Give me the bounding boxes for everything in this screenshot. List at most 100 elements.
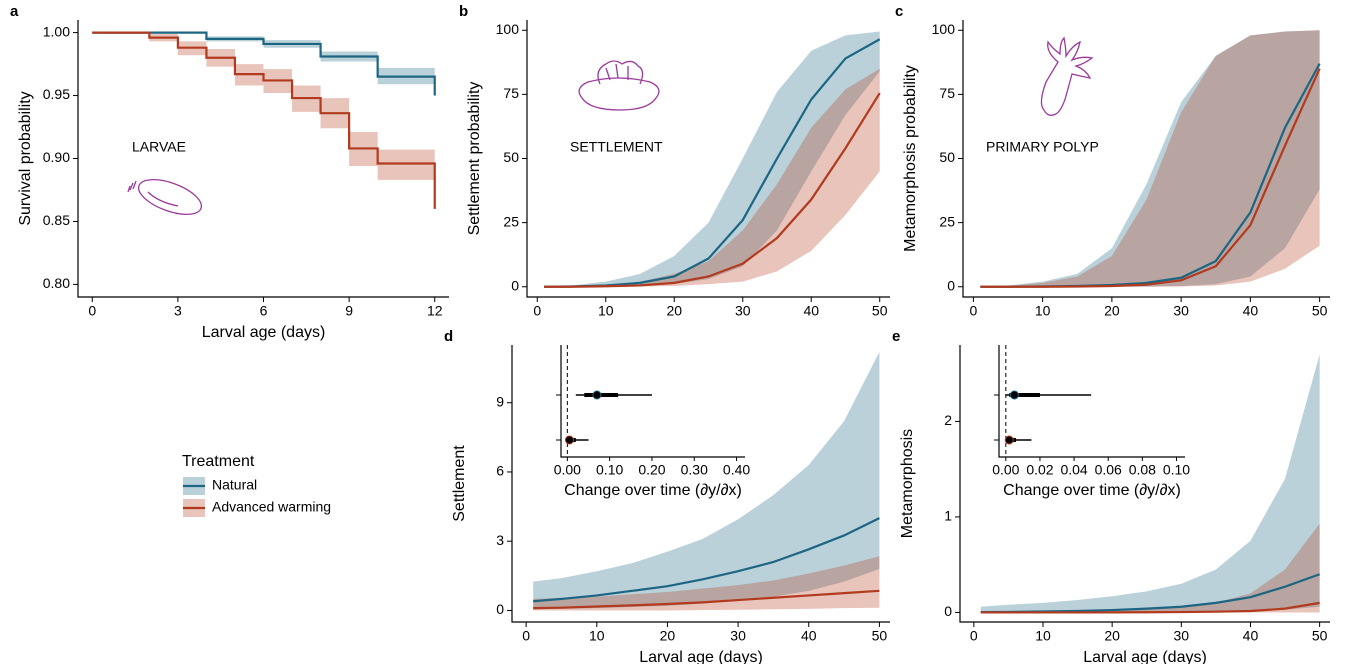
x-tick-label: 50 bbox=[1312, 628, 1328, 644]
confidence-band bbox=[533, 351, 880, 610]
panel-label: c bbox=[895, 3, 903, 20]
axes bbox=[962, 20, 1330, 298]
x-tick-label: 20 bbox=[1104, 628, 1120, 644]
inset-axes bbox=[560, 345, 745, 458]
x-tick-label: 0 bbox=[522, 628, 530, 644]
panel-label: b bbox=[459, 3, 468, 20]
inset-x-tick-label: 0.04 bbox=[1060, 462, 1087, 478]
y-tick-label: 25 bbox=[939, 213, 955, 229]
series-line bbox=[533, 517, 880, 603]
x-tick-label: 10 bbox=[1035, 303, 1051, 319]
inset-x-tick-label: 0.08 bbox=[1129, 462, 1156, 478]
confidence-band bbox=[92, 32, 435, 209]
series-line bbox=[533, 589, 880, 610]
y-tick-label: 0 bbox=[496, 601, 504, 617]
series-line bbox=[980, 68, 1321, 288]
y-tick-label: 3 bbox=[496, 532, 504, 548]
y-axis-label: Settlement probability bbox=[466, 82, 483, 236]
inset-x-tick-label: 0.00 bbox=[554, 462, 581, 478]
inset-x-tick-label: 0.00 bbox=[992, 462, 1019, 478]
annotation: SETTLEMENT bbox=[570, 139, 663, 155]
y-tick-label: 50 bbox=[939, 149, 955, 165]
confidence-band bbox=[92, 32, 435, 96]
panel-label: d bbox=[444, 328, 453, 345]
confidence-band bbox=[980, 523, 1320, 613]
x-tick-label: 20 bbox=[1104, 303, 1120, 319]
inset-background bbox=[999, 345, 1185, 457]
legend-label: Advanced warming bbox=[212, 499, 331, 515]
annotation: LARVAE bbox=[132, 139, 186, 155]
y-tick-label: 1.00 bbox=[43, 23, 70, 39]
inset-x-tick-label: 0.40 bbox=[723, 462, 750, 478]
x-tick-label: 10 bbox=[589, 628, 605, 644]
x-tick-label: 0 bbox=[533, 303, 541, 319]
x-tick-label: 30 bbox=[730, 628, 746, 644]
y-tick-label: 100 bbox=[496, 21, 520, 37]
y-tick-label: 1 bbox=[944, 508, 952, 524]
inset-x-tick-label: 0.30 bbox=[681, 462, 708, 478]
point-estimate bbox=[564, 435, 574, 445]
series-line bbox=[92, 31, 436, 209]
series-line bbox=[92, 31, 436, 96]
series-line bbox=[980, 601, 1320, 614]
x-tick-label: 40 bbox=[1243, 628, 1259, 644]
legend-title: Treatment bbox=[182, 453, 255, 470]
y-tick-label: 0 bbox=[511, 277, 519, 293]
confidence-band bbox=[544, 68, 880, 287]
y-tick-label: 0.85 bbox=[43, 212, 70, 228]
inset-x-tick-label: 0.10 bbox=[1163, 462, 1190, 478]
series-line bbox=[544, 92, 881, 288]
y-tick-label: 6 bbox=[496, 463, 504, 479]
axes bbox=[959, 345, 1330, 623]
point-estimate bbox=[1009, 390, 1019, 400]
panel-label: a bbox=[10, 3, 19, 20]
x-tick-label: 10 bbox=[1035, 628, 1051, 644]
x-tick-label: 40 bbox=[803, 303, 819, 319]
y-tick-label: 2 bbox=[944, 412, 952, 428]
y-tick-label: 0 bbox=[944, 603, 952, 619]
y-tick-label: 9 bbox=[496, 393, 504, 409]
x-tick-label: 20 bbox=[660, 628, 676, 644]
x-axis-label: Larval age (days) bbox=[1083, 649, 1207, 664]
x-tick-label: 50 bbox=[872, 303, 888, 319]
inset-x-axis-label: Change over time (∂y/∂x) bbox=[564, 482, 742, 499]
panel-label: e bbox=[892, 328, 900, 345]
x-tick-label: 3 bbox=[174, 303, 182, 319]
x-tick-label: 20 bbox=[666, 303, 682, 319]
x-tick-label: 50 bbox=[872, 628, 888, 644]
x-tick-label: 6 bbox=[260, 303, 268, 319]
inset-x-tick-label: 0.02 bbox=[1026, 462, 1053, 478]
y-tick-label: 0.80 bbox=[43, 275, 70, 291]
confidence-band bbox=[980, 30, 1320, 287]
axes bbox=[511, 345, 890, 623]
y-tick-label: 75 bbox=[503, 85, 519, 101]
y-axis-label: Survival probability bbox=[17, 91, 34, 225]
x-tick-label: 30 bbox=[1173, 303, 1189, 319]
inset-axes bbox=[998, 345, 1185, 458]
settlement-icon bbox=[578, 60, 660, 111]
x-tick-label: 10 bbox=[598, 303, 614, 319]
y-axis-label: Metamorphosis bbox=[899, 429, 916, 538]
x-tick-label: 50 bbox=[1312, 303, 1328, 319]
axes bbox=[77, 20, 449, 298]
confidence-band bbox=[980, 30, 1320, 287]
y-tick-label: 100 bbox=[932, 21, 956, 37]
larva-icon bbox=[127, 179, 203, 215]
x-tick-label: 40 bbox=[801, 628, 817, 644]
inset-x-tick-label: 0.10 bbox=[596, 462, 623, 478]
polyp-icon bbox=[1040, 36, 1094, 116]
y-axis-label: Metamorphosis probability bbox=[902, 65, 919, 252]
inset-x-axis-label: Change over time (∂y/∂x) bbox=[1003, 482, 1181, 499]
y-axis-label: Settlement bbox=[451, 445, 468, 522]
y-tick-label: 0.95 bbox=[43, 86, 70, 102]
y-tick-label: 0 bbox=[947, 277, 955, 293]
x-tick-label: 0 bbox=[88, 303, 96, 319]
inset-x-tick-label: 0.20 bbox=[638, 462, 665, 478]
x-tick-label: 12 bbox=[427, 303, 443, 319]
x-tick-label: 30 bbox=[1174, 628, 1190, 644]
x-tick-label: 0 bbox=[969, 303, 977, 319]
x-axis-label: Larval age (days) bbox=[202, 324, 326, 341]
y-tick-label: 0.90 bbox=[43, 149, 70, 165]
axes bbox=[526, 20, 890, 298]
